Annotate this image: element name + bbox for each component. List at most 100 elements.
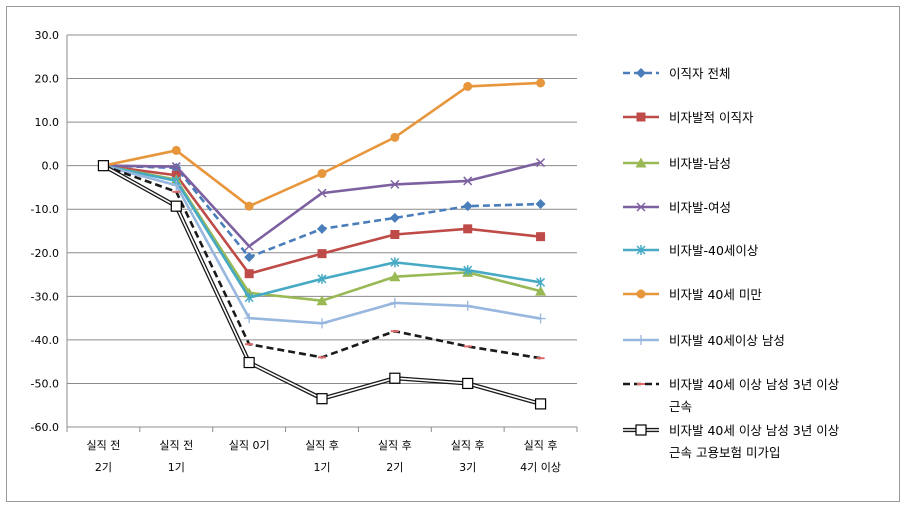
data-point [317,249,327,259]
legend-label: 근속 고용보험 미가입 [669,445,780,460]
data-point [317,318,327,329]
x-tick-label: 실직 후 [378,439,412,452]
x-tick-label: 1기 [313,461,330,474]
x-tick-label: 1기 [168,461,185,474]
legend-label: 비자발 40세이상 남성 [669,333,785,348]
data-point [317,223,327,234]
legend-marker [635,424,647,436]
legend-item-2: 비자발적 이직자 [623,110,754,125]
data-point [462,300,473,311]
legend-label: 비자발 40세 이상 남성 3년 이상 [669,377,840,392]
data-point [389,212,400,223]
data-point [390,179,400,189]
series-9 [97,160,547,410]
data-point [171,145,181,155]
data-point [536,277,546,288]
data-point [534,398,547,410]
data-point [535,198,546,209]
legend-marker [636,245,646,255]
data-point [390,132,400,142]
data-point [389,271,401,282]
y-tick-label: -20.0 [31,247,59,260]
data-point [462,201,473,212]
x-tick-label: 실직 0기 [229,439,270,452]
data-point [316,295,328,306]
series-line-inner [103,164,541,405]
y-tick-label: -10.0 [31,203,59,216]
data-point [536,232,546,242]
data-point [244,292,254,303]
legend-item-1: 이직자 전체 [623,66,730,81]
legend-marker [636,289,646,299]
data-point [317,273,327,284]
x-tick-label: 4기 이상 [520,461,561,474]
data-point [389,297,400,308]
data-point [390,229,400,239]
data-point [463,265,473,276]
data-point [536,78,546,88]
data-point [244,269,254,279]
y-tick-label: 0.0 [42,160,60,173]
series-line [103,81,541,208]
data-point [97,160,110,172]
legend-item-4: 비자발-여성 [623,200,731,215]
legend-item-6: 비자발 40세 미만 [623,287,762,302]
y-tick-label: -50.0 [31,377,59,390]
x-tick-label: 2기 [386,461,403,474]
y-tick-label: -30.0 [31,290,59,303]
data-point [463,224,473,234]
y-tick-label: -60.0 [31,421,59,434]
legend-marker [636,335,646,345]
data-point [535,313,546,324]
data-point [171,162,181,172]
legend-label: 비자발-남성 [669,156,731,171]
data-point [389,372,401,384]
data-point [170,200,182,212]
data-point [462,377,474,390]
data-point [244,252,255,263]
legend-marker [636,68,646,78]
legend-label: 비자발적 이직자 [669,110,754,125]
legend-item-7: 비자발 40세이상 남성 [623,333,785,348]
data-point [244,241,254,251]
legend-label: 이직자 전체 [669,66,730,81]
legend-item-5: 비자발-40세이상 [623,243,759,258]
legend-label: 비자발 40세 이상 남성 3년 이상 [669,423,840,438]
x-tick-label: 2기 [95,461,112,474]
x-tick-label: 실직 후 [524,439,558,452]
data-point [535,285,547,296]
x-tick-label: 실직 전 [86,439,120,452]
legend-marker [635,157,647,168]
data-point [463,176,473,186]
y-tick-label: 10.0 [35,116,60,129]
legend-marker [636,202,646,212]
x-tick-label: 실직 전 [159,439,193,452]
y-tick-label: 30.0 [35,29,60,42]
line-chart: 30.0 20.0 10.0 0.0 -10.0 -20.0 -30.0 -40.0 -50.0… [31,29,840,474]
data-point [171,180,182,191]
data-point [316,393,328,405]
data-point [317,169,327,179]
legend-label: 비자발-40세이상 [669,243,759,258]
data-point [463,81,473,91]
x-tick-label: 실직 후 [305,439,339,452]
data-point [536,158,546,168]
data-point [244,201,254,211]
legend-label: 근속 [669,399,692,414]
y-tick-label: -40.0 [31,334,59,347]
legend-label: 비자발-여성 [669,200,731,215]
legend-label: 비자발 40세 미만 [669,287,762,302]
data-point [390,257,400,268]
legend-item-3: 비자발-남성 [623,156,731,171]
data-point [317,188,327,198]
y-tick-label: 20.0 [35,73,60,86]
chart-frame: 30.0 20.0 10.0 0.0 -10.0 -20.0 -30.0 -40.0 -50.0… [6,6,900,502]
legend-marker [636,112,646,122]
data-point [243,356,255,369]
data-point [244,313,255,324]
series-6 [98,78,546,211]
x-tick-label: 3기 [459,461,476,474]
x-tick-label: 실직 후 [451,439,485,452]
